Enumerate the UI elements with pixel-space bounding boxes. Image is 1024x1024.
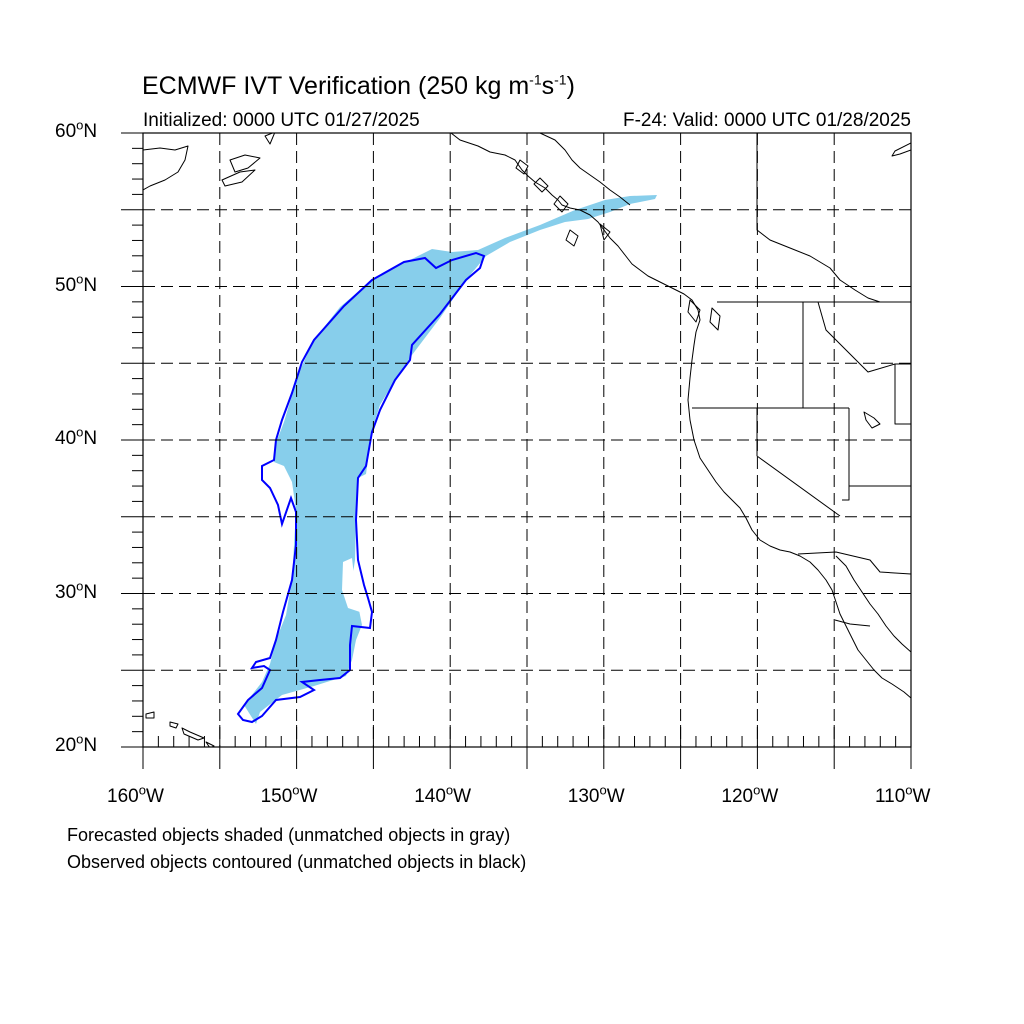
- lon-label: 150oW: [260, 782, 318, 807]
- lat-label: 60oN: [55, 117, 98, 142]
- state-borders: [692, 133, 911, 627]
- observed-ivt-contour: [236, 251, 486, 724]
- forecast-ivt-notch: [342, 558, 360, 612]
- lat-label: 50oN: [55, 271, 98, 296]
- hawaii-islands: [145, 711, 215, 747]
- observed-objects: [236, 251, 486, 724]
- forecast-legend-note: Forecasted objects shaded (unmatched obj…: [67, 825, 511, 845]
- lon-label: 140oW: [414, 782, 472, 807]
- alaska-peninsula: [143, 133, 276, 191]
- map-title: ECMWF IVT Verification (250 kg m-1s-1): [142, 71, 575, 100]
- great-salt-lake: [863, 411, 881, 429]
- axis-ticks: [121, 132, 912, 769]
- coastlines: [143, 133, 911, 747]
- forecast-objects: [244, 195, 657, 724]
- lon-label: 120oW: [721, 782, 779, 807]
- observed-legend-note: Observed objects contoured (unmatched ob…: [67, 852, 527, 872]
- grid-lines: [143, 133, 911, 747]
- lat-label: 20oN: [55, 731, 98, 756]
- lat-label: 40oN: [55, 424, 98, 449]
- lat-label: 30oN: [55, 578, 98, 603]
- lon-label: 160oW: [107, 782, 164, 807]
- north-america-coastline: [450, 133, 911, 699]
- valid-time: F-24: Valid: 0000 UTC 01/28/2025: [623, 110, 911, 131]
- lon-label: 110oW: [875, 782, 931, 807]
- initialized-time: Initialized: 0000 UTC 01/27/2025: [143, 110, 420, 131]
- islands-alaska-panhandle: [515, 159, 721, 331]
- lon-label: 130oW: [567, 782, 625, 807]
